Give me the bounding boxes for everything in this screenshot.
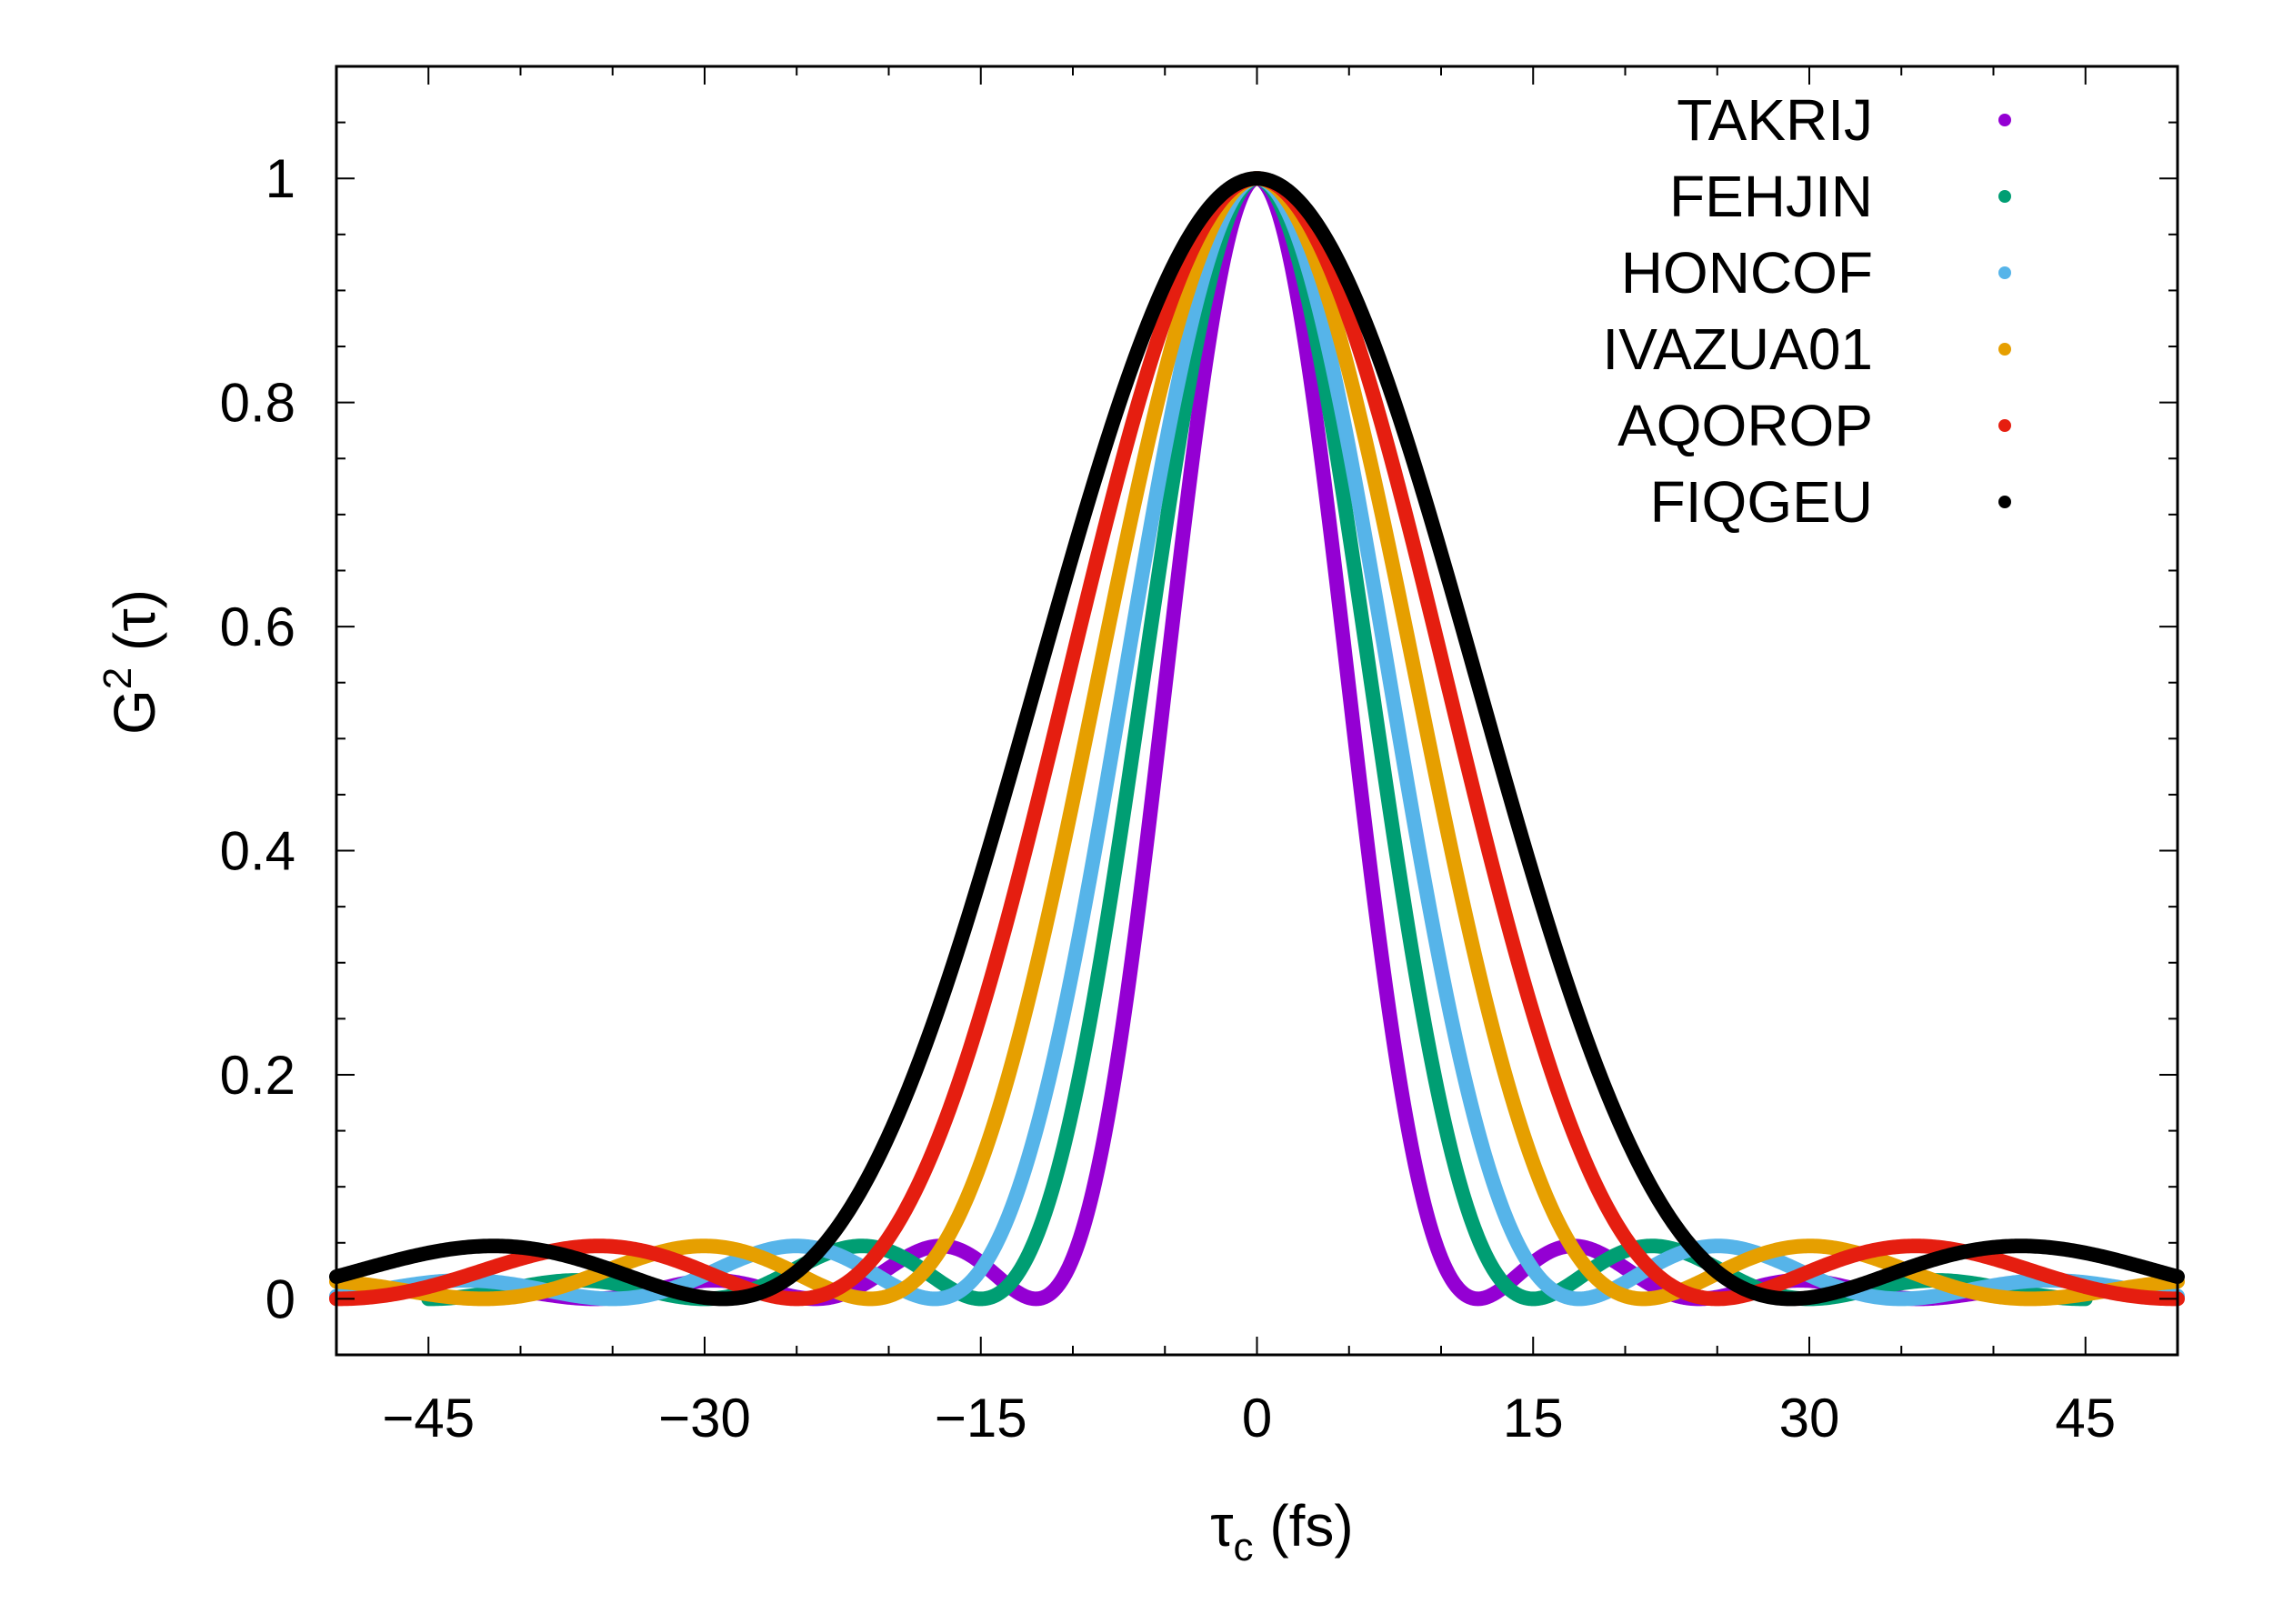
y-axis-label-main: G — [102, 689, 167, 735]
x-tick-label: 0 — [1242, 1388, 1272, 1449]
x-tick-label: 15 — [1503, 1388, 1564, 1449]
y-axis-label-space — [102, 651, 167, 667]
x-axis-label: τc (fs) — [1210, 1493, 1353, 1569]
y-tick-label: 0.4 — [220, 821, 295, 882]
legend-label-honcof: HONCOF — [1621, 240, 1873, 306]
legend-marker-aqorop — [1998, 419, 2011, 432]
legend-marker-takrij — [1998, 114, 2011, 126]
x-axis-label-unit: (fs) — [1269, 1493, 1353, 1559]
series-aqorop — [329, 171, 2185, 1307]
legend-marker-fehjin — [1998, 190, 2011, 203]
series-honcof — [329, 171, 2185, 1307]
legend: TAKRIJ FEHJIN HONCOF IVAZUA01 AQOROP FIQGEU — [1602, 87, 2011, 535]
legend-label-ivazua01: IVAZUA01 — [1602, 316, 1873, 382]
x-tick-label: −15 — [935, 1388, 1027, 1449]
y-axis-label: G2 (τ) — [95, 589, 167, 735]
y-tick-label: 0.2 — [220, 1045, 295, 1106]
x-axis-label-subscript: c — [1234, 1525, 1254, 1569]
legend-marker-ivazua01 — [1998, 343, 2011, 356]
plot-frame — [335, 65, 2179, 1357]
series-layer — [329, 171, 2185, 1307]
legend-label-fiqgeu: FIQGEU — [1650, 469, 1873, 535]
series-ivazua01 — [329, 171, 2185, 1307]
legend-label-takrij: TAKRIJ — [1677, 87, 1873, 153]
y-axis-label-superscript: 2 — [95, 667, 140, 689]
y-tick-label: 1 — [265, 148, 295, 209]
x-tick-label: −45 — [382, 1388, 475, 1449]
legend-marker-fiqgeu — [1998, 496, 2011, 508]
y-tick-label: 0.6 — [220, 596, 295, 657]
legend-marker-honcof — [1998, 266, 2011, 279]
y-tick-label: 0 — [265, 1268, 295, 1329]
ticks-layer: −45 −30 −15 0 15 30 45 0 0.2 0.4 0.6 0.8 1 — [220, 66, 2178, 1449]
series-fiqgeu — [329, 171, 2185, 1307]
x-tick-label: −30 — [658, 1388, 751, 1449]
x-axis-label-space — [1254, 1493, 1270, 1559]
x-axis-label-symbol: τ — [1210, 1493, 1233, 1559]
x-tick-label: 45 — [2055, 1388, 2116, 1449]
y-tick-label: 0.8 — [220, 373, 295, 434]
y-axis-label-arg: (τ) — [102, 589, 167, 651]
x-tick-label: 30 — [1779, 1388, 1840, 1449]
legend-label-aqorop: AQOROP — [1617, 393, 1873, 458]
legend-label-fehjin: FEHJIN — [1669, 164, 1873, 229]
